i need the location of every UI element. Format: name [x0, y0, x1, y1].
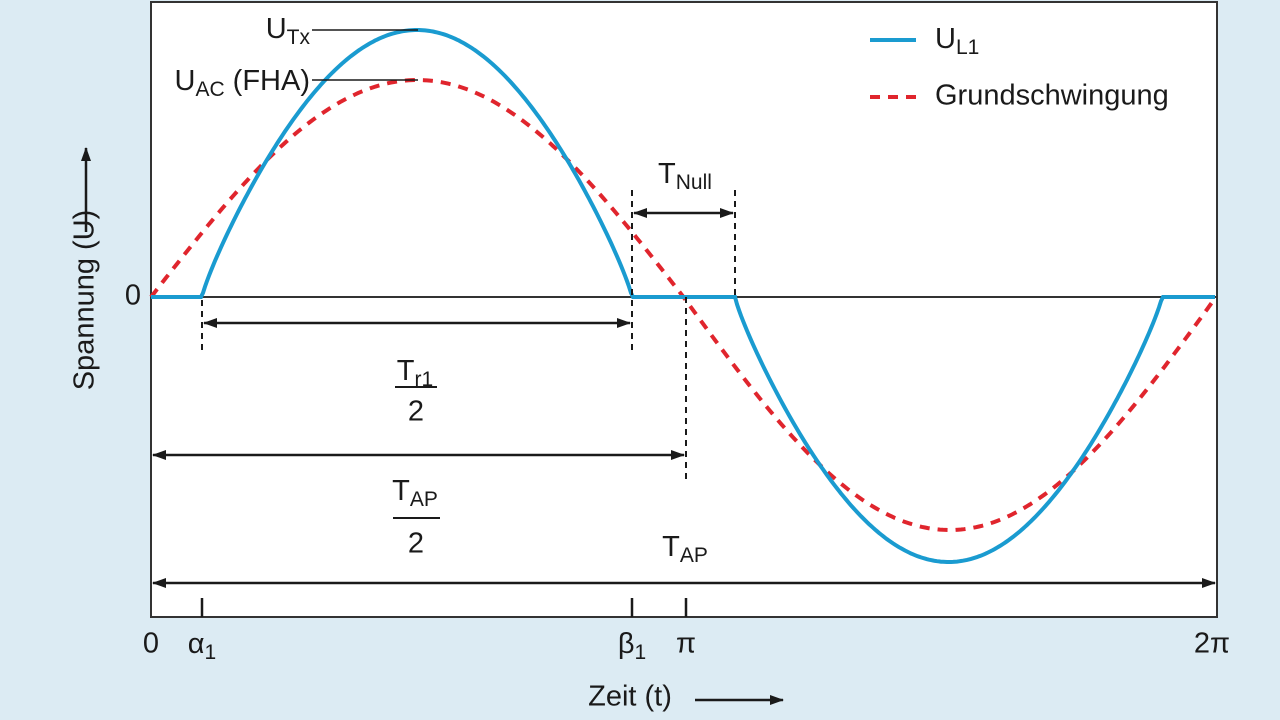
legend-label: UL1	[935, 23, 979, 59]
x-tick-label: α1	[188, 628, 216, 664]
label-sub: AP	[410, 488, 438, 511]
legend-label: Grundschwingung	[935, 80, 1169, 112]
label-sub: Tx	[287, 26, 311, 49]
t-null-label: TNull	[658, 158, 712, 194]
t-ap-half-denominator: 2	[408, 528, 424, 560]
ul1-curve	[151, 28, 1215, 564]
label-main: α	[188, 628, 205, 660]
label-main: U	[935, 23, 956, 55]
label-sub: 1	[635, 641, 647, 664]
label-sub: L1	[956, 36, 979, 59]
x-tick-label: π	[676, 628, 696, 660]
y-zero-label: 0	[125, 280, 141, 312]
label-sub: AC	[195, 78, 224, 101]
t-r1-denominator: 2	[408, 396, 424, 428]
x-tick-label: 2π	[1194, 628, 1230, 660]
u-ac-label: UAC (FHA)	[174, 65, 310, 101]
y-axis-label: Spannung (U)	[69, 210, 101, 391]
label-main: T	[397, 355, 415, 387]
label-sub: 1	[205, 641, 217, 664]
label-sub: Null	[676, 171, 712, 194]
label-main: T	[662, 531, 680, 563]
label-main: U	[266, 13, 287, 45]
label-sub: r1	[415, 368, 434, 391]
x-tick-label: β1	[618, 628, 646, 664]
t-ap-label: TAP	[662, 531, 708, 567]
u-tx-label: UTx	[266, 13, 311, 49]
t-ap-half-numerator: TAP	[392, 475, 438, 511]
t-r1-numerator: Tr1	[397, 355, 433, 391]
label-main: U	[174, 65, 195, 97]
label-main: T	[392, 475, 410, 507]
x-tick-label: 0	[143, 628, 159, 660]
x-axis-label: Zeit (t)	[588, 681, 672, 713]
label-main: T	[658, 158, 676, 190]
label-sub: AP	[680, 544, 708, 567]
label-suffix: (FHA)	[225, 65, 310, 97]
label-main: β	[618, 628, 635, 660]
